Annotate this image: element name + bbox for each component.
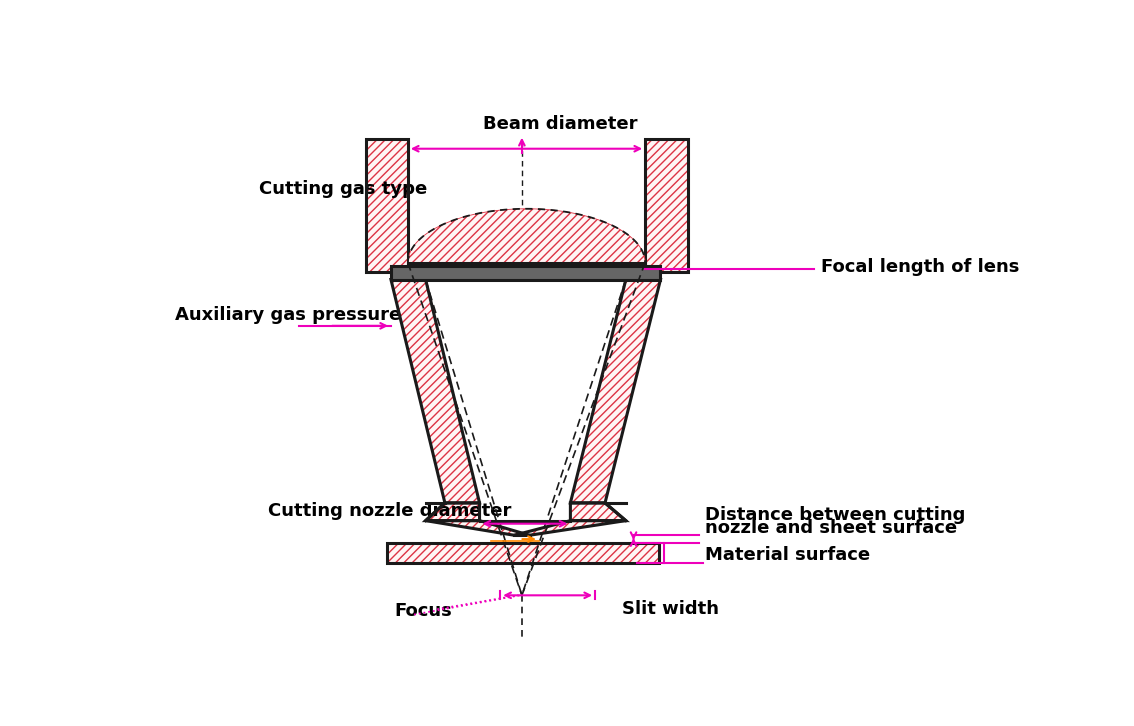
Text: Focal length of lens: Focal length of lens	[821, 258, 1019, 276]
Polygon shape	[570, 280, 660, 503]
Text: Distance between cutting: Distance between cutting	[705, 506, 965, 524]
Text: Cutting gas type: Cutting gas type	[259, 180, 426, 197]
Text: Slit width: Slit width	[621, 600, 719, 618]
Text: Focus: Focus	[395, 602, 452, 620]
Polygon shape	[645, 139, 688, 272]
Polygon shape	[425, 521, 530, 535]
Polygon shape	[514, 521, 626, 535]
Text: Beam diameter: Beam diameter	[483, 115, 637, 133]
Text: Cutting nozzle diameter: Cutting nozzle diameter	[268, 502, 511, 520]
Polygon shape	[408, 209, 645, 263]
Polygon shape	[391, 280, 480, 503]
Text: nozzle and sheet surface: nozzle and sheet surface	[705, 518, 957, 537]
Bar	[391, 266, 660, 280]
Polygon shape	[387, 543, 659, 563]
Polygon shape	[425, 503, 480, 521]
Polygon shape	[570, 503, 626, 521]
Text: Auxiliary gas pressure: Auxiliary gas pressure	[176, 306, 401, 324]
Polygon shape	[365, 139, 408, 272]
Text: Material surface: Material surface	[705, 545, 870, 563]
